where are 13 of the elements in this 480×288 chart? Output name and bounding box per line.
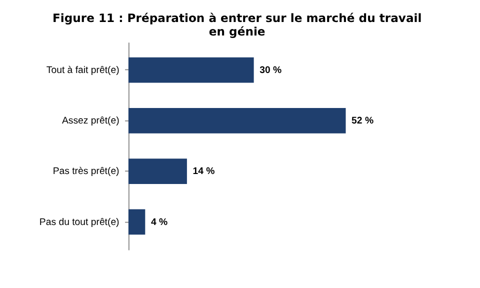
bar bbox=[128, 108, 346, 134]
data-label: 52 % bbox=[352, 116, 374, 127]
data-label: 4 % bbox=[150, 216, 168, 228]
y-tick-label: Tout à fait prêt(e) bbox=[46, 64, 120, 76]
data-label: 30 % bbox=[260, 64, 282, 76]
y-tick-label: Assez prêt(e) bbox=[62, 116, 120, 127]
data-label: 14 % bbox=[192, 166, 216, 178]
bar bbox=[128, 158, 187, 184]
y-tick-label: Pas du tout prêt(e) bbox=[39, 216, 120, 228]
chart-title: Figure 11 : Préparation à entrer sur le marché du travail en génie bbox=[52, 10, 422, 38]
bar bbox=[128, 57, 254, 83]
bar bbox=[128, 209, 146, 235]
y-tick-label: Pas très prêt(e) bbox=[52, 166, 120, 178]
